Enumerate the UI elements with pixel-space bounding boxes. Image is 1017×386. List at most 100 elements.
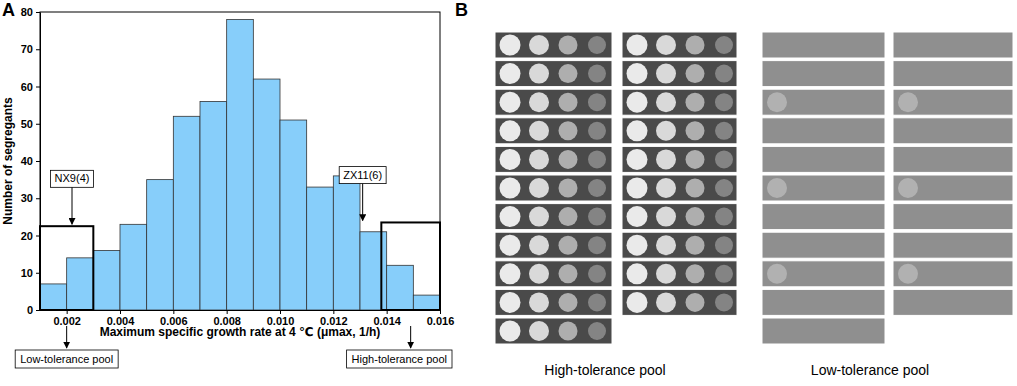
spot — [500, 92, 521, 113]
x-tick-mark — [227, 310, 228, 314]
spot — [559, 150, 578, 169]
spot — [529, 121, 549, 141]
spot — [588, 208, 606, 226]
y-tick-label: 40 — [21, 155, 33, 167]
spot — [559, 236, 578, 255]
spot — [500, 149, 521, 170]
spot — [715, 36, 733, 54]
spot — [559, 207, 578, 226]
spot — [656, 64, 676, 84]
spot — [500, 292, 521, 313]
plate-strip — [622, 289, 737, 315]
spot — [656, 92, 676, 112]
y-tick-label: 20 — [21, 230, 33, 242]
spot — [529, 235, 549, 255]
annotation-label: NX9(4) — [55, 172, 90, 184]
y-tick-mark — [36, 49, 40, 50]
pool-caption: High-tolerance pool — [544, 362, 665, 378]
plate-strip — [622, 204, 737, 230]
bar — [173, 116, 200, 310]
pool-label-box — [347, 350, 452, 368]
plot-frame — [40, 12, 440, 310]
spot — [715, 150, 733, 168]
spot — [656, 292, 676, 312]
y-tick: 20 — [21, 230, 40, 242]
plate-strip — [893, 32, 1013, 58]
y-axis: 01020304050607080 — [21, 6, 41, 316]
plate-strip — [762, 118, 885, 144]
spot — [715, 208, 733, 226]
plate-strip — [495, 175, 612, 201]
bar — [93, 250, 120, 310]
plate-strip — [495, 118, 612, 144]
spot — [686, 207, 705, 226]
plate-strip — [622, 261, 737, 287]
y-tick: 60 — [21, 81, 40, 93]
pool-arrow — [410, 326, 411, 348]
spot — [529, 207, 549, 227]
y-tick-label: 50 — [21, 118, 33, 130]
spot — [500, 35, 521, 56]
spot — [588, 93, 606, 111]
spot — [559, 121, 578, 140]
spot — [627, 292, 648, 313]
spot — [656, 235, 676, 255]
spot — [656, 207, 676, 227]
spot — [588, 65, 606, 83]
spot — [500, 120, 521, 141]
spot — [656, 121, 676, 141]
spot — [715, 265, 733, 283]
plate-strip — [762, 175, 885, 201]
plate-strip — [495, 61, 612, 87]
plate-strip — [622, 232, 737, 258]
x-tick-mark — [333, 310, 334, 314]
y-tick-mark — [36, 124, 40, 125]
spot — [656, 264, 676, 284]
plate-strip — [622, 32, 737, 58]
plate-strip — [622, 146, 737, 172]
plate-strip — [893, 175, 1013, 201]
bar — [253, 79, 280, 310]
plate-strip — [495, 318, 612, 344]
spot — [686, 64, 705, 83]
plate-strip — [893, 118, 1013, 144]
spot — [627, 263, 648, 284]
plate-strip — [893, 61, 1013, 87]
plate-strip — [495, 232, 612, 258]
spot — [715, 179, 733, 197]
plate-strip — [762, 204, 885, 230]
plate-strip — [622, 89, 737, 115]
spot-assay — [495, 32, 1013, 344]
spot — [500, 235, 521, 256]
plate-strip — [622, 175, 737, 201]
spot — [529, 292, 549, 312]
y-tick-mark — [36, 87, 40, 88]
spot — [529, 264, 549, 284]
x-tick: 0.002 — [53, 310, 81, 327]
plate-strip — [495, 261, 612, 287]
bar — [67, 258, 94, 310]
plate-strip — [762, 32, 885, 58]
bar — [227, 19, 254, 310]
x-tick: 0.016 — [427, 310, 455, 327]
plate-strip — [762, 146, 885, 172]
spot — [529, 178, 549, 198]
spot — [559, 36, 578, 55]
y-tick: 10 — [21, 267, 40, 279]
plate-strip — [495, 146, 612, 172]
spot — [588, 179, 606, 197]
spot — [686, 179, 705, 198]
spot — [656, 178, 676, 198]
spot — [656, 35, 676, 55]
spot — [898, 264, 918, 284]
spot — [715, 293, 733, 311]
spot — [559, 264, 578, 283]
spot — [588, 322, 606, 340]
y-tick-mark — [36, 161, 40, 162]
spot — [686, 121, 705, 140]
plate-strip — [622, 118, 737, 144]
bars — [40, 19, 440, 310]
spot — [767, 92, 787, 112]
y-tick-mark — [36, 198, 40, 199]
spot — [627, 178, 648, 199]
